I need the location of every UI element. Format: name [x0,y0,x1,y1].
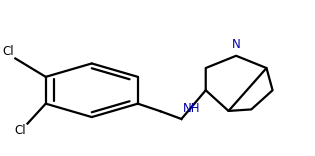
Text: NH: NH [183,102,200,115]
Text: Cl: Cl [2,45,14,58]
Text: N: N [232,38,240,51]
Text: Cl: Cl [14,124,26,137]
